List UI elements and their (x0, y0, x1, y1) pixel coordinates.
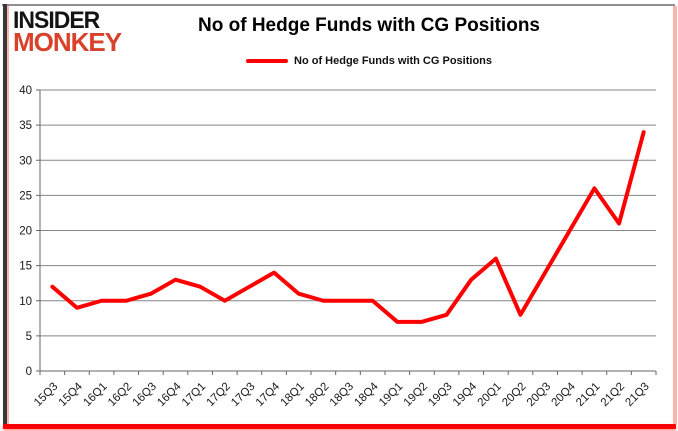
x-axis-tick-label: 18Q1 (278, 381, 306, 409)
x-axis-tick-label: 20Q3 (525, 381, 553, 409)
x-axis-tick-label: 20Q2 (500, 381, 528, 409)
logo-line-monkey: MONKEY (13, 27, 122, 58)
y-axis-tick-label: 30 (19, 155, 32, 167)
x-axis-tick-label: 20Q1 (476, 381, 504, 409)
insider-monkey-logo: INSIDER MONKEY (13, 5, 122, 58)
y-axis-tick-label: 20 (19, 226, 32, 238)
y-axis-tick-label: 25 (19, 190, 32, 202)
x-axis-tick-label: 15Q4 (57, 380, 86, 409)
frame-border-left (3, 4, 7, 427)
x-axis-tick-label: 17Q2 (205, 381, 233, 409)
frame-border-left-accent (7, 6, 9, 425)
x-axis-tick-label: 18Q2 (303, 381, 331, 409)
x-axis-tick-label: 19Q1 (377, 381, 405, 409)
legend-series-label: No of Hedge Funds with CG Positions (294, 55, 492, 67)
y-axis-tick-label: 40 (19, 85, 32, 97)
x-axis-tick-label: 17Q4 (254, 380, 283, 409)
x-axis-tick-label: 21Q1 (574, 381, 602, 409)
x-axis-tick-label: 21Q2 (599, 381, 627, 409)
x-axis-tick-label: 16Q1 (81, 381, 109, 409)
x-axis-tick-label: 16Q3 (131, 381, 159, 409)
y-axis-tick-label: 15 (19, 261, 32, 273)
frame-border-right (673, 6, 677, 425)
logo-line-insider: INSIDER (13, 5, 100, 34)
x-axis-tick-label: 18Q4 (352, 380, 381, 409)
x-axis-tick-label: 16Q2 (106, 381, 134, 409)
frame-border-bottom (3, 424, 676, 429)
chart-title: No of Hedge Funds with CG Positions (198, 15, 540, 36)
x-axis-tick-label: 20Q4 (549, 380, 578, 409)
y-axis-tick-label: 10 (19, 296, 32, 308)
legend-line-swatch (246, 59, 288, 63)
x-axis-tick-label: 17Q3 (229, 381, 257, 409)
x-axis-tick-label: 16Q4 (155, 380, 184, 409)
x-axis-tick-label: 15Q3 (32, 381, 60, 409)
x-axis-tick-label: 19Q2 (402, 381, 430, 409)
x-axis-tick-label: 17Q1 (180, 381, 208, 409)
x-axis-tick-label: 19Q3 (426, 381, 454, 409)
y-axis-tick-label: 0 (26, 366, 32, 378)
frame-border-top (2, 4, 675, 6)
x-axis-tick-label: 19Q4 (451, 380, 480, 409)
y-axis-tick-label: 35 (19, 120, 32, 132)
x-axis-tick-label: 21Q3 (623, 381, 651, 409)
x-axis-tick-label: 18Q3 (328, 381, 356, 409)
chart-legend: No of Hedge Funds with CG Positions (145, 55, 593, 67)
series-line (50, 130, 646, 324)
y-axis-tick-label: 5 (26, 331, 32, 343)
